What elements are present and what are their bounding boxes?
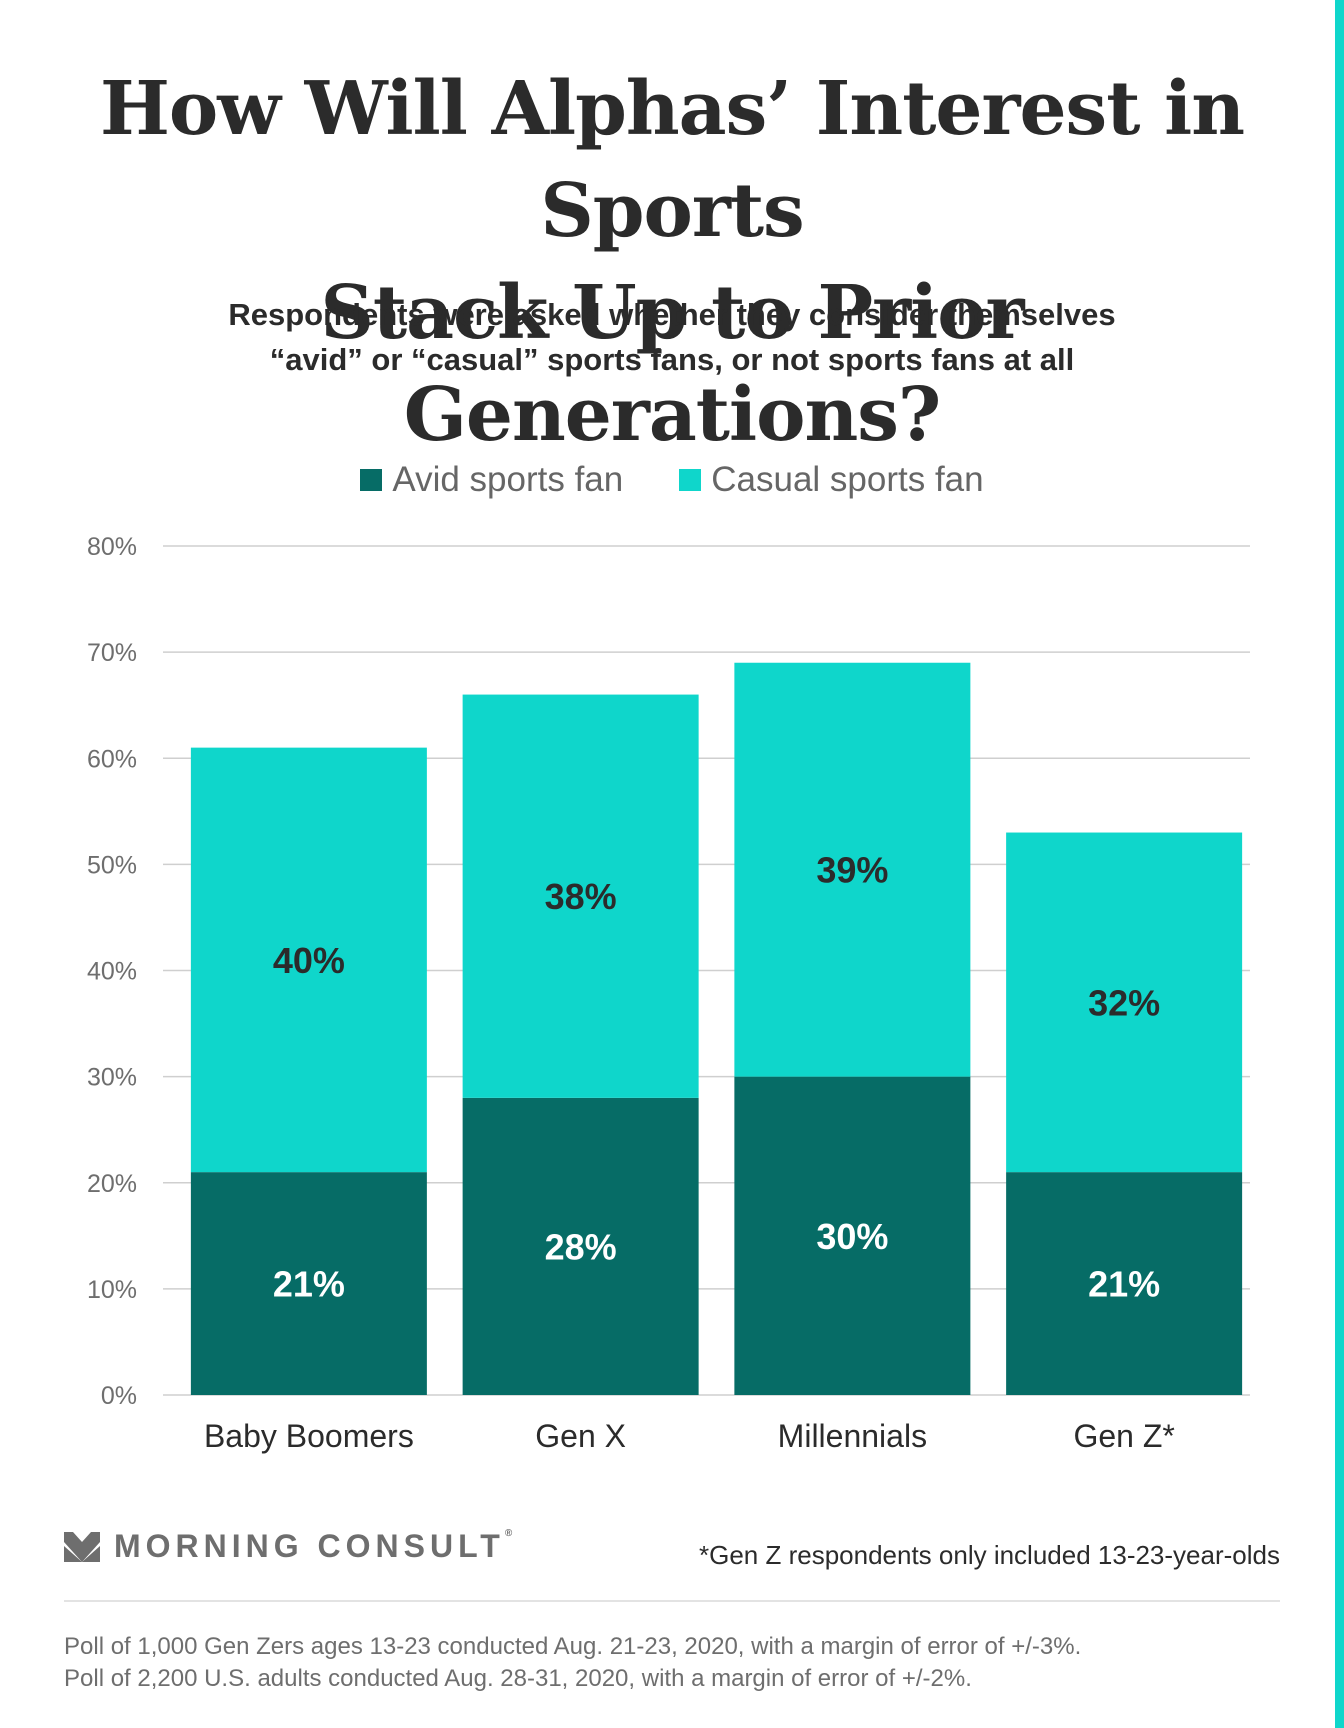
y-tick-label: 0%	[101, 1382, 137, 1410]
legend-label-casual: Casual sports fan	[711, 460, 984, 499]
legend-item-avid: Avid sports fan	[360, 460, 623, 500]
footnote: *Gen Z respondents only included 13-23-y…	[698, 1540, 1280, 1570]
data-label: 39%	[816, 850, 888, 891]
x-tick-label: Gen Z*	[1073, 1418, 1174, 1454]
chart-title-line-1: How Will Alphas’ Interest in Sports	[99, 66, 1245, 254]
x-tick-label: Gen X	[535, 1418, 626, 1454]
data-label: 28%	[545, 1226, 617, 1267]
chart-legend: Avid sports fan Casual sports fan	[0, 460, 1344, 500]
y-tick-label: 20%	[87, 1170, 137, 1198]
data-label: 38%	[545, 876, 617, 917]
bar-segment	[734, 662, 971, 1077]
data-label: 21%	[273, 1264, 345, 1305]
logo-wordmark: MORNING CONSULT®	[114, 1528, 517, 1565]
y-tick-label: 70%	[87, 639, 137, 667]
logo: MORNING CONSULT®	[64, 1528, 517, 1565]
morning-consult-logo-icon	[64, 1531, 100, 1562]
logo-registered-mark: ®	[504, 1528, 518, 1539]
y-tick-label: 10%	[87, 1276, 137, 1304]
data-label: 40%	[273, 940, 345, 981]
y-tick-label: 60%	[87, 745, 137, 773]
chart-title-line-2: Stack Up to Prior Generations?	[320, 270, 1024, 458]
legend-item-casual: Casual sports fan	[679, 460, 984, 500]
y-tick-label: 40%	[87, 958, 137, 986]
logo-name: MORNING CONSULT	[114, 1528, 505, 1564]
chart-title: How Will Alphas’ Interest in Sports Stac…	[40, 58, 1304, 466]
data-label: 21%	[1088, 1264, 1160, 1305]
y-tick-label: 50%	[87, 851, 137, 879]
legend-swatch-casual	[679, 469, 702, 491]
stacked-bar-chart: 0% 10% 20% 30% 40% 50% 60% 70% 80% 21% 40% Baby Boo…	[87, 533, 1250, 1454]
legend-swatch-avid	[360, 469, 383, 491]
source-note-1: Poll of 1,000 Gen Zers ages 13-23 conduc…	[64, 1633, 1082, 1660]
divider	[64, 1600, 1280, 1602]
data-label: 32%	[1088, 982, 1160, 1023]
bar-segment	[190, 747, 427, 1173]
bar-segment	[1006, 1172, 1243, 1395]
bar-segment	[462, 1097, 699, 1395]
x-tick-label: Baby Boomers	[204, 1418, 414, 1454]
y-tick-label: 80%	[87, 533, 137, 561]
chart-subtitle: Respondents were asked whether they cons…	[60, 292, 1284, 382]
bar-segment	[190, 1172, 427, 1395]
bar-segment	[734, 1076, 971, 1395]
legend-label-avid: Avid sports fan	[392, 460, 624, 499]
source-note-2: Poll of 2,200 U.S. adults conducted Aug.…	[64, 1665, 972, 1692]
x-tick-label: Millennials	[778, 1418, 927, 1454]
bar-segment	[1006, 832, 1243, 1173]
chart-subtitle-line-1: Respondents were asked whether they cons…	[228, 297, 1116, 332]
chart-subtitle-line-2: “avid” or “casual” sports fans, or not s…	[269, 342, 1075, 377]
y-tick-label: 30%	[87, 1064, 137, 1092]
accent-bar	[1335, 0, 1344, 1728]
bar-segment	[462, 694, 699, 1098]
data-label: 30%	[816, 1216, 888, 1257]
